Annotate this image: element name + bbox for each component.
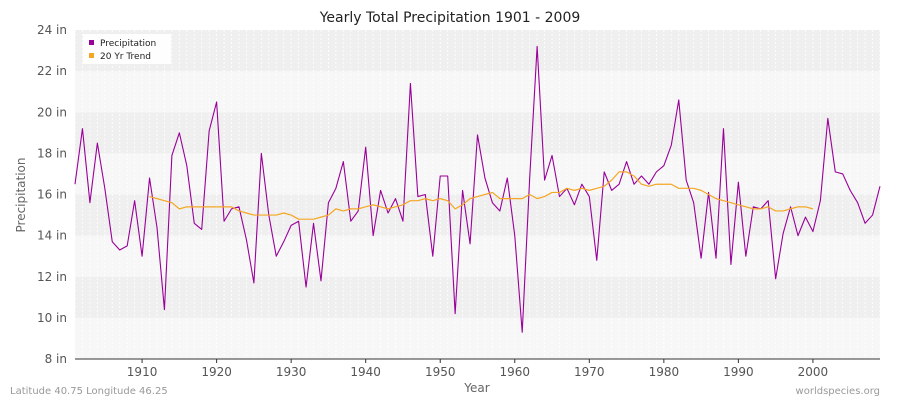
- y-tick-label: 12 in: [37, 270, 67, 284]
- x-tick-label: 1910: [127, 365, 158, 379]
- y-tick-label: 16 in: [37, 188, 67, 202]
- y-tick-label: 14 in: [37, 229, 67, 243]
- legend-label-trend: 20 Yr Trend: [100, 52, 151, 62]
- y-tick-label: 24 in: [37, 23, 67, 37]
- y-tick-label: 18 in: [37, 146, 67, 160]
- x-tick-label: 1950: [425, 365, 456, 379]
- x-axis-ticks: 1910 1920 1930 1940 1950 1960 1970 1980 1990 2000: [127, 359, 828, 379]
- series-layer: [74, 45, 881, 333]
- x-tick-label: 2000: [798, 365, 829, 379]
- x-tick-label: 1960: [499, 365, 530, 379]
- chart-title: Yearly Total Precipitation 1901 - 2009: [319, 10, 581, 26]
- y-tick-label: 20 in: [37, 105, 67, 119]
- footer-location: Latitude 40.75 Longitude 46.25: [10, 386, 168, 397]
- y-tick-label: 10 in: [37, 311, 67, 325]
- x-tick-label: 1980: [649, 365, 680, 379]
- x-axis-label: Year: [463, 381, 489, 395]
- legend-box: [83, 34, 171, 64]
- precipitation-line: [74, 45, 881, 333]
- x-tick-label: 1920: [201, 365, 232, 379]
- x-tick-label: 1940: [350, 365, 381, 379]
- x-tick-label: 1970: [574, 365, 605, 379]
- y-axis-ticks: 8 in 10 in 12 in 14 in 16 in 18 in 20 in 22 in 2…: [37, 23, 67, 366]
- legend-swatch-precipitation: [89, 40, 94, 45]
- legend-swatch-trend: [89, 53, 94, 58]
- y-tick-label: 22 in: [37, 64, 67, 78]
- y-axis-label: Precipitation: [14, 157, 28, 232]
- footer-source: worldspecies.org: [796, 386, 880, 397]
- legend-label-precipitation: Precipitation: [100, 39, 156, 49]
- x-tick-label: 1990: [723, 365, 754, 379]
- legend: Precipitation 20 Yr Trend: [83, 34, 171, 64]
- grid-lines: [74, 30, 881, 359]
- trend-line: [149, 171, 814, 220]
- y-tick-label: 8 in: [45, 352, 67, 366]
- x-tick-label: 1930: [276, 365, 307, 379]
